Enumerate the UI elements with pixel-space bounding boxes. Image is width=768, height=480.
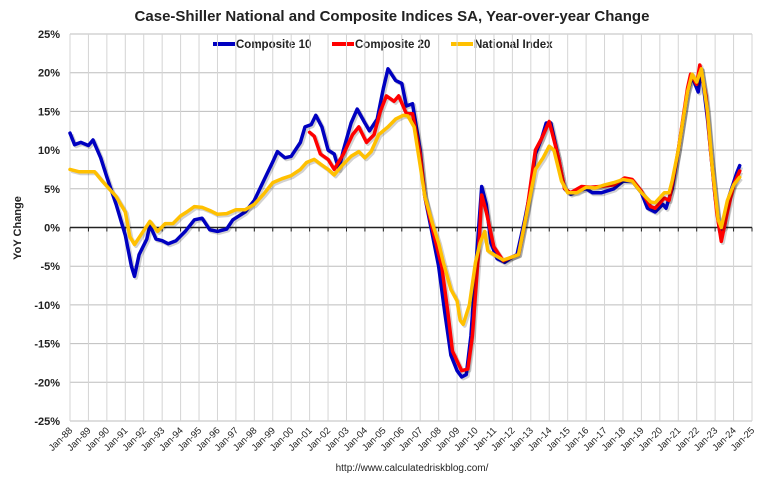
grid xyxy=(69,33,753,422)
y-tick-label: 15% xyxy=(38,106,60,118)
y-tick-label: -5% xyxy=(40,261,60,273)
y-tick-label: -25% xyxy=(34,416,60,428)
y-tick-label: 5% xyxy=(44,184,60,196)
series-lines xyxy=(68,63,744,381)
y-tick-label: -20% xyxy=(34,377,60,389)
legend-label: Composite 20 xyxy=(355,39,430,51)
y-tick-label: -15% xyxy=(34,339,60,351)
y-axis-label: YoY Change xyxy=(12,196,24,260)
legend-label: Composite 10 xyxy=(236,39,311,51)
series-line-national-index xyxy=(68,67,742,327)
x-axis: Jan-88Jan-89Jan-90Jan-91Jan-92Jan-93Jan-… xyxy=(47,425,757,453)
legend-label: National Index xyxy=(474,39,553,51)
y-tick-label: -10% xyxy=(34,300,60,312)
legend: Composite 10 Composite 20 National Index xyxy=(213,39,553,51)
y-axis: 25% 20% 15% 10% 5% 0% -5% -10% -15% -20% -25% xyxy=(34,29,60,428)
y-tick-label: 20% xyxy=(38,68,60,80)
source-url: http://www.calculatedriskblog.com/ xyxy=(336,463,489,474)
chart-title: Case-Shiller National and Composite Indi… xyxy=(135,8,650,25)
y-tick-label: 0% xyxy=(44,223,60,235)
y-tick-label: 25% xyxy=(38,29,60,41)
y-tick-label: 10% xyxy=(38,145,60,157)
